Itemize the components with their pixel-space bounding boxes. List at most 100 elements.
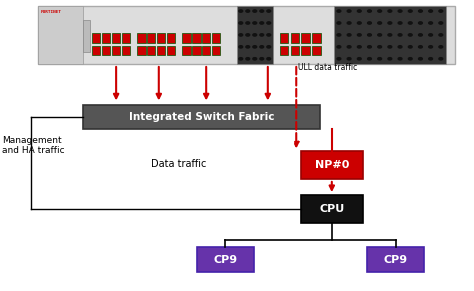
Circle shape: [428, 22, 432, 24]
FancyBboxPatch shape: [301, 195, 363, 223]
Circle shape: [419, 46, 422, 48]
Circle shape: [239, 34, 243, 36]
Circle shape: [428, 58, 432, 60]
Circle shape: [357, 10, 361, 12]
Text: FURTINET: FURTINET: [40, 10, 61, 14]
Circle shape: [378, 46, 382, 48]
Circle shape: [378, 34, 382, 36]
Circle shape: [368, 58, 372, 60]
Circle shape: [260, 34, 264, 36]
Circle shape: [347, 10, 351, 12]
FancyBboxPatch shape: [202, 46, 210, 55]
Circle shape: [253, 34, 257, 36]
Circle shape: [388, 10, 392, 12]
Circle shape: [398, 34, 402, 36]
FancyBboxPatch shape: [147, 46, 155, 55]
FancyBboxPatch shape: [38, 6, 83, 64]
FancyBboxPatch shape: [122, 33, 130, 43]
Circle shape: [267, 58, 271, 60]
Circle shape: [253, 10, 257, 12]
FancyBboxPatch shape: [102, 33, 110, 43]
Circle shape: [337, 34, 341, 36]
FancyBboxPatch shape: [182, 33, 191, 43]
Circle shape: [368, 22, 372, 24]
FancyBboxPatch shape: [334, 6, 446, 64]
Text: ULL data traffic: ULL data traffic: [298, 63, 357, 72]
Circle shape: [388, 58, 392, 60]
Circle shape: [347, 46, 351, 48]
Circle shape: [260, 22, 264, 24]
FancyBboxPatch shape: [112, 33, 120, 43]
Circle shape: [439, 10, 443, 12]
FancyBboxPatch shape: [291, 46, 299, 55]
Circle shape: [419, 58, 422, 60]
FancyBboxPatch shape: [312, 46, 321, 55]
Circle shape: [428, 34, 432, 36]
Text: CP9: CP9: [213, 255, 237, 265]
Circle shape: [347, 34, 351, 36]
Circle shape: [260, 58, 264, 60]
FancyBboxPatch shape: [202, 33, 210, 43]
Circle shape: [357, 58, 361, 60]
Circle shape: [267, 10, 271, 12]
FancyBboxPatch shape: [122, 46, 130, 55]
Circle shape: [253, 58, 257, 60]
FancyBboxPatch shape: [83, 105, 320, 129]
Circle shape: [357, 46, 361, 48]
FancyBboxPatch shape: [112, 46, 120, 55]
Circle shape: [347, 58, 351, 60]
Circle shape: [246, 22, 250, 24]
FancyBboxPatch shape: [212, 33, 220, 43]
Circle shape: [239, 22, 243, 24]
FancyBboxPatch shape: [237, 6, 273, 64]
FancyBboxPatch shape: [137, 46, 146, 55]
Circle shape: [398, 58, 402, 60]
Circle shape: [439, 58, 443, 60]
Circle shape: [246, 34, 250, 36]
Circle shape: [239, 10, 243, 12]
Circle shape: [388, 34, 392, 36]
FancyBboxPatch shape: [147, 33, 155, 43]
Circle shape: [260, 10, 264, 12]
FancyBboxPatch shape: [280, 46, 288, 55]
Circle shape: [246, 58, 250, 60]
Circle shape: [368, 46, 372, 48]
Circle shape: [428, 10, 432, 12]
Circle shape: [439, 34, 443, 36]
Circle shape: [347, 22, 351, 24]
FancyBboxPatch shape: [157, 33, 165, 43]
Circle shape: [419, 22, 422, 24]
Circle shape: [246, 46, 250, 48]
FancyBboxPatch shape: [167, 46, 175, 55]
FancyBboxPatch shape: [102, 46, 110, 55]
FancyBboxPatch shape: [92, 46, 100, 55]
Circle shape: [378, 10, 382, 12]
FancyBboxPatch shape: [157, 46, 165, 55]
FancyBboxPatch shape: [301, 151, 363, 179]
FancyBboxPatch shape: [182, 46, 191, 55]
Circle shape: [357, 34, 361, 36]
FancyBboxPatch shape: [137, 33, 146, 43]
Circle shape: [337, 46, 341, 48]
Circle shape: [408, 46, 412, 48]
FancyBboxPatch shape: [38, 6, 455, 64]
Circle shape: [439, 46, 443, 48]
Circle shape: [337, 58, 341, 60]
Circle shape: [337, 10, 341, 12]
Circle shape: [428, 46, 432, 48]
Circle shape: [398, 22, 402, 24]
FancyBboxPatch shape: [367, 247, 424, 272]
FancyBboxPatch shape: [167, 33, 175, 43]
Circle shape: [408, 10, 412, 12]
Circle shape: [439, 22, 443, 24]
Circle shape: [378, 22, 382, 24]
Circle shape: [253, 46, 257, 48]
FancyBboxPatch shape: [301, 33, 310, 43]
Circle shape: [267, 22, 271, 24]
FancyBboxPatch shape: [212, 46, 220, 55]
Circle shape: [368, 34, 372, 36]
FancyBboxPatch shape: [197, 247, 254, 272]
Circle shape: [408, 34, 412, 36]
Text: Data traffic: Data traffic: [151, 159, 206, 169]
Text: CPU: CPU: [319, 204, 345, 214]
